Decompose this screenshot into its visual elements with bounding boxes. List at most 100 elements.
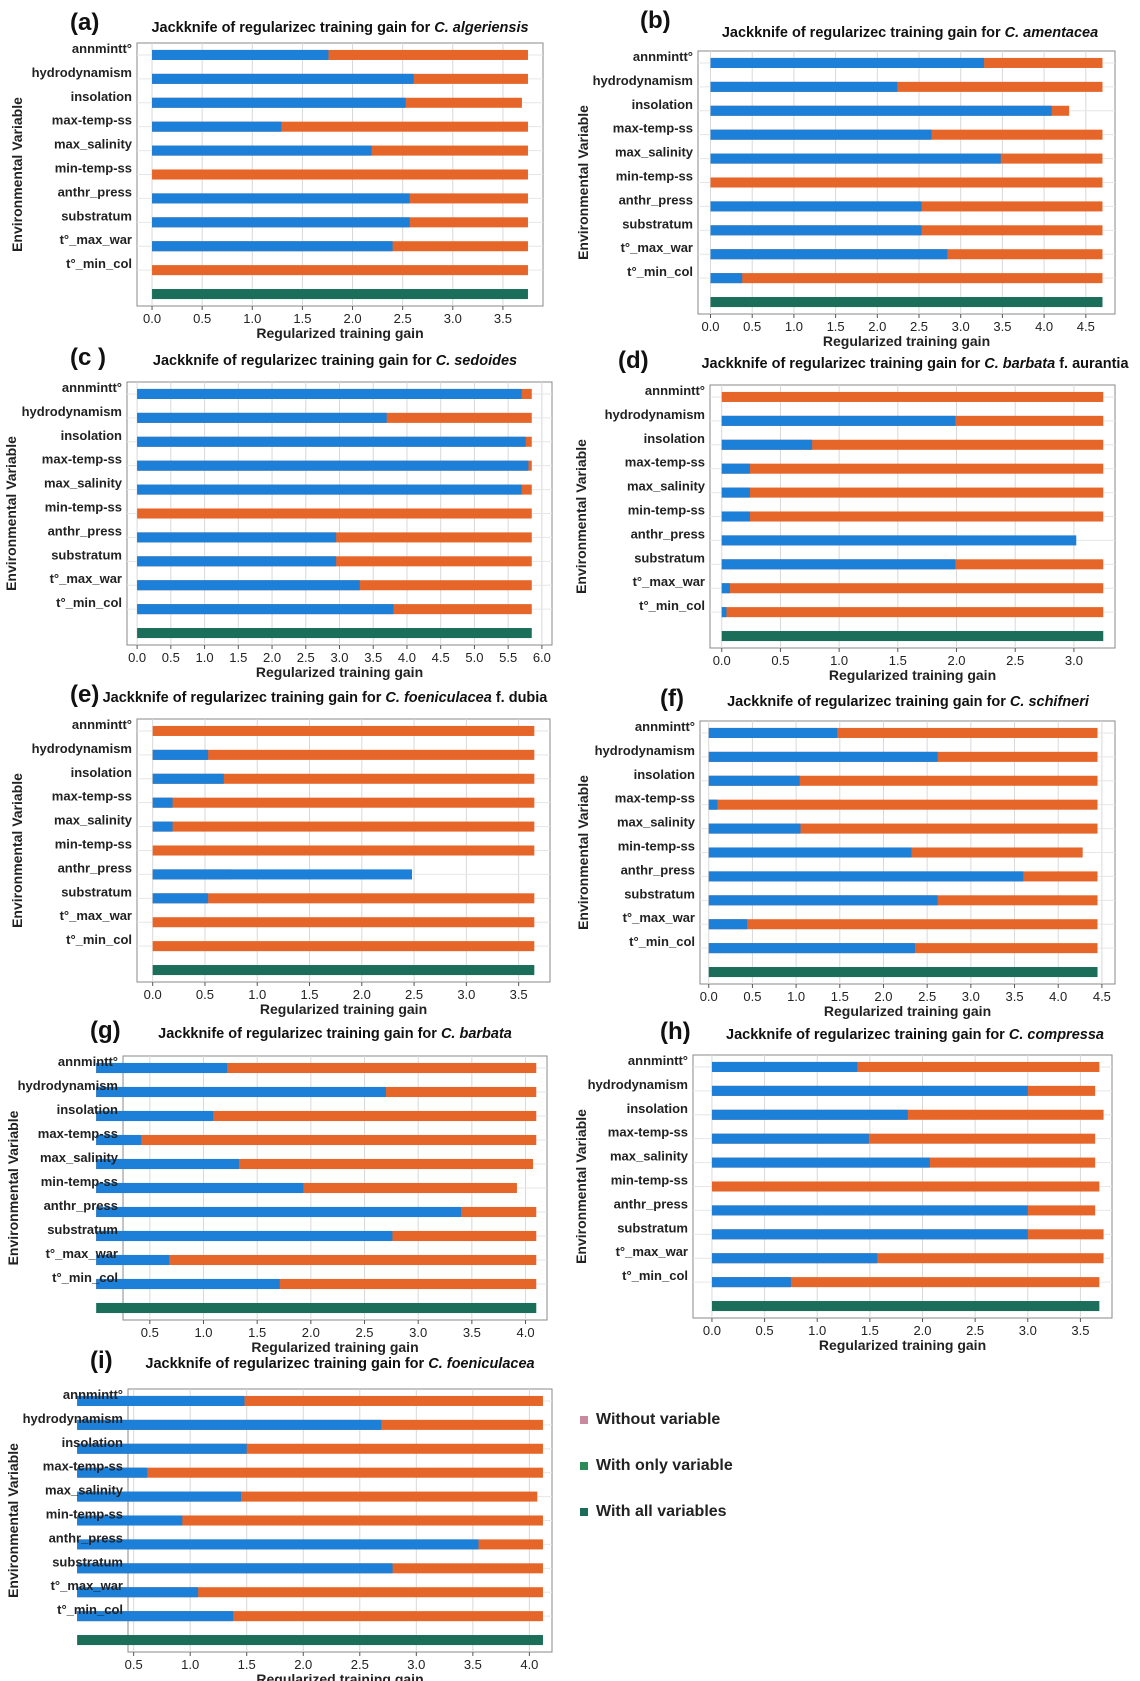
bar-without-variable xyxy=(708,799,1098,810)
bar-without-variable xyxy=(152,797,535,808)
chart-title: Jackknife of regularizec training gain f… xyxy=(727,694,1090,710)
category-label: t°_min_col xyxy=(629,934,695,949)
category-label: insolation xyxy=(644,431,705,446)
bar-without-variable xyxy=(152,749,535,760)
bar-with-only-variable xyxy=(710,105,1052,116)
bar-without-variable xyxy=(152,821,535,832)
category-label: max-temp-ss xyxy=(52,113,132,128)
category-label: substratum xyxy=(51,547,122,562)
x-axis-label: Regularized training gain xyxy=(819,1337,986,1353)
bar-without-variable xyxy=(96,1182,517,1194)
category-label: insolation xyxy=(634,767,695,782)
category-label: insolation xyxy=(71,765,132,780)
bar-with-only-variable xyxy=(152,773,224,784)
category-label: max_salinity xyxy=(40,1150,119,1165)
panel-4: 0.0 0.5 1.0 1.5 2.0 2.5 3.0 annmintt° hydrodynam… xyxy=(573,347,1129,683)
x-axis-label: Regularized training gain xyxy=(829,667,996,683)
x-tick-label: 1.0 xyxy=(787,989,805,1004)
x-tick-label: 3.0 xyxy=(1019,1323,1037,1338)
bar-all-variables xyxy=(152,965,535,976)
panel-1: 0.0 0.5 1.0 1.5 2.0 2.5 3.0 3.5 annmintt° hydrody… xyxy=(9,9,544,341)
x-tick-label: 1.5 xyxy=(229,650,247,665)
bar-with-only-variable xyxy=(710,81,898,92)
bar-without-variable xyxy=(710,273,1103,284)
x-tick-label: 1.5 xyxy=(827,319,845,334)
bar-with-only-variable xyxy=(708,895,938,906)
category-label: max-temp-ss xyxy=(615,791,695,806)
bar-with-only-variable xyxy=(721,607,727,618)
panel-3: 0.0 0.5 1.0 1.5 2.0 2.5 3.0 3.5 4.0 4.5 5.0 5.5 6.0 a… xyxy=(3,344,553,680)
category-label: t°_max_war xyxy=(623,910,695,925)
category-label: anthr_press xyxy=(621,862,695,877)
bar-with-only-variable xyxy=(152,49,329,60)
bar-with-only-variable xyxy=(96,1134,142,1146)
category-label: t°_min_col xyxy=(627,264,693,279)
category-label: annmintt° xyxy=(63,1387,123,1402)
x-tick-label: 0.5 xyxy=(196,987,214,1002)
category-label: hydrodynamism xyxy=(588,1077,688,1092)
category-label: annmintt° xyxy=(635,719,695,734)
bar-with-only-variable xyxy=(710,225,922,236)
panel-label: (d) xyxy=(618,347,649,374)
bar-with-only-variable xyxy=(152,73,414,84)
x-tick-label: 0.5 xyxy=(743,319,761,334)
bar-all-variables xyxy=(152,289,528,300)
category-label: max_salinity xyxy=(610,1149,689,1164)
x-tick-label: 2.0 xyxy=(353,987,371,1002)
category-label: annmintt° xyxy=(72,41,132,56)
x-tick-label: 0.5 xyxy=(743,989,761,1004)
bar-with-only-variable xyxy=(77,1491,242,1502)
bar-without-variable xyxy=(721,463,1104,474)
bar-with-only-variable xyxy=(137,484,522,495)
category-label: min-temp-ss xyxy=(45,500,122,515)
x-tick-label: 5.5 xyxy=(499,650,517,665)
bar-with-only-variable xyxy=(137,580,360,591)
bar-with-only-variable xyxy=(711,1109,908,1120)
bar-without-variable xyxy=(152,725,535,736)
bar-without-variable xyxy=(96,1278,537,1290)
bar-with-only-variable xyxy=(710,249,948,260)
bar-without-variable xyxy=(721,391,1104,402)
legend-item-with-only: With only variable xyxy=(580,1456,733,1476)
category-label: anthr_press xyxy=(44,1198,118,1213)
category-label: max-temp-ss xyxy=(38,1126,118,1141)
bar-without-variable xyxy=(708,775,1098,786)
x-tick-label: 1.0 xyxy=(830,653,848,668)
x-tick-label: 1.0 xyxy=(181,1657,199,1672)
bar-with-only-variable xyxy=(96,1110,214,1122)
category-label: hydrodynamism xyxy=(32,741,132,756)
category-label: max_salinity xyxy=(45,1483,124,1498)
x-tick-label: 4.0 xyxy=(398,650,416,665)
category-label: substratum xyxy=(624,886,695,901)
x-tick-label: 5.0 xyxy=(465,650,483,665)
category-label: anthr_press xyxy=(48,523,122,538)
x-tick-label: 2.0 xyxy=(294,1657,312,1672)
category-label: t°_min_col xyxy=(66,932,132,947)
category-label: min-temp-ss xyxy=(41,1174,118,1189)
bar-with-only-variable xyxy=(708,775,800,786)
x-tick-label: 0.0 xyxy=(703,1323,721,1338)
bar-with-only-variable xyxy=(711,1061,858,1072)
category-label: substratum xyxy=(61,208,132,223)
bar-with-only-variable xyxy=(77,1443,247,1454)
x-tick-label: 0.5 xyxy=(193,311,211,326)
category-label: hydrodynamism xyxy=(18,1078,118,1093)
bar-all-variables xyxy=(96,1302,537,1314)
category-label: annmintt° xyxy=(633,49,693,64)
panel-label: (f) xyxy=(660,685,684,712)
category-label: t°_max_war xyxy=(621,240,693,255)
bar-with-only-variable xyxy=(708,799,718,810)
category-label: substratum xyxy=(52,1554,123,1569)
x-tick-label: 2.0 xyxy=(913,1323,931,1338)
category-label: substratum xyxy=(622,216,693,231)
legend-item-with-all: With all variables xyxy=(580,1502,733,1522)
bar-without-variable xyxy=(710,177,1103,188)
bar-all-variables xyxy=(710,297,1103,308)
category-label: insolation xyxy=(627,1101,688,1116)
y-axis-label: Environmental Variable xyxy=(9,773,25,928)
bar-without-variable xyxy=(137,508,532,519)
x-tick-label: 1.0 xyxy=(196,650,214,665)
category-label: t°_max_war xyxy=(51,1578,123,1593)
bar-with-only-variable xyxy=(137,532,337,543)
